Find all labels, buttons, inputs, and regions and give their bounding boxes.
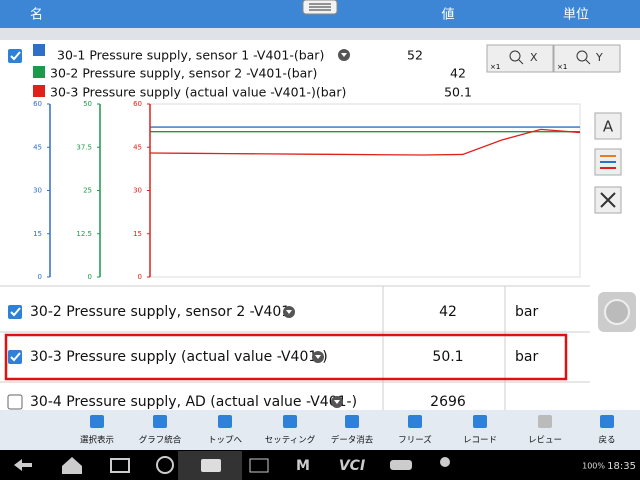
- checkbox[interactable]: [8, 49, 22, 63]
- dropdown[interactable]: [331, 396, 343, 408]
- browser-icon[interactable]: [156, 456, 174, 474]
- row-unit: bar: [515, 349, 538, 365]
- legend-value: 42: [450, 66, 466, 81]
- checkbox[interactable]: [7, 394, 23, 410]
- app-icon[interactable]: [249, 458, 269, 473]
- toolbar-icon[interactable]: [473, 415, 487, 428]
- back-icon[interactable]: [14, 459, 32, 471]
- zoom-label: X: [530, 51, 538, 64]
- row-value: 50.1: [432, 349, 463, 365]
- col-unit: 単位: [563, 7, 589, 23]
- legend-swatch: [33, 66, 45, 78]
- checkbox[interactable]: [8, 350, 22, 364]
- row-label: 30-3 Pressure supply (actual value -V401…: [30, 349, 328, 365]
- assist-button[interactable]: [598, 292, 636, 332]
- toolbar-label: レビュー: [528, 436, 562, 446]
- vci-logo[interactable]: VCI: [339, 458, 365, 474]
- clock: 18:35: [607, 461, 636, 472]
- user-icon[interactable]: [440, 457, 450, 467]
- toolbar-label: トップへ: [208, 436, 243, 446]
- home-icon[interactable]: [62, 457, 82, 474]
- battery: 100%: [582, 462, 605, 471]
- y-tick-label: 30: [33, 187, 42, 195]
- y-tick-label: 15: [133, 230, 142, 238]
- col-value: 値: [441, 7, 454, 23]
- plot: 0 15 30 45 60 0 12.5 25 37.5 50 0 15 30 45 60: [33, 100, 581, 281]
- highlight: [4, 333, 568, 381]
- car-icon[interactable]: [390, 460, 412, 470]
- fit-button[interactable]: [594, 186, 622, 214]
- toolbar-label: データ消去: [331, 435, 374, 446]
- toolbar-label: フリーズ: [398, 435, 432, 446]
- row-value: 42: [439, 304, 457, 320]
- font-icon: A: [603, 118, 614, 136]
- toolbar-icon[interactable]: [283, 415, 297, 428]
- zoom-factor: ×1: [557, 63, 567, 71]
- series-line: [149, 128, 581, 156]
- nav-bar: [0, 450, 640, 480]
- legend-label: 30-2 Pressure supply, sensor 2 -V401-(ba…: [50, 66, 317, 81]
- toolbar-label: セッティング: [265, 435, 316, 446]
- row-unit: bar: [515, 304, 538, 320]
- dropdown[interactable]: [312, 351, 324, 363]
- gap: [0, 28, 640, 40]
- toolbar-label: レコード: [463, 436, 497, 446]
- toolbar-label: 戻る: [598, 435, 615, 446]
- y-tick-label: 30: [133, 187, 142, 195]
- row-value: 2696: [430, 394, 466, 410]
- toolbar-label: グラフ統合: [139, 435, 182, 446]
- y-tick-label: 0: [38, 273, 42, 281]
- toolbar-icon[interactable]: [538, 415, 552, 428]
- checkbox[interactable]: [8, 305, 22, 319]
- legend-value: 50.1: [444, 85, 472, 100]
- dropdown[interactable]: [283, 306, 295, 318]
- toolbar: [0, 410, 640, 450]
- camera-icon[interactable]: [201, 459, 221, 472]
- drag-handle[interactable]: [302, 0, 338, 15]
- row-label: 30-2 Pressure supply, sensor 2 -V401-: [30, 304, 295, 320]
- y-tick-label: 15: [33, 230, 42, 238]
- toolbar-icon[interactable]: [153, 415, 167, 428]
- toolbar-icon[interactable]: [408, 415, 422, 428]
- y-tick-label: 0: [138, 273, 142, 281]
- line-style-button[interactable]: [594, 148, 622, 176]
- col-name: 名: [30, 7, 43, 23]
- graph-panel: [0, 40, 640, 286]
- toolbar-icon[interactable]: [600, 415, 614, 428]
- legend-swatch: [33, 44, 45, 56]
- row-label: 30-4 Pressure supply, AD (actual value -…: [30, 394, 357, 410]
- recent-icon[interactable]: [110, 458, 130, 473]
- toolbar-icon[interactable]: [90, 415, 104, 428]
- toolbar-items: 選択表示 グラフ統合 トップへ セッティング データ消去 フリーズ レコード レビュー 戻る: [80, 415, 616, 446]
- zoom-y-button[interactable]: ×1 Y: [553, 44, 621, 73]
- legend-swatch: [33, 85, 45, 97]
- brand-logo[interactable]: M: [296, 458, 310, 474]
- y-tick-label: 37.5: [76, 143, 92, 151]
- y-tick-label: 50: [83, 100, 92, 108]
- legend-label: 30-1 Pressure supply, sensor 1 -V401-(ba…: [57, 48, 324, 63]
- y-tick-label: 25: [83, 187, 92, 195]
- y-tick-label: 45: [33, 143, 42, 151]
- y-tick-label: 60: [133, 100, 142, 108]
- toolbar-label: 選択表示: [80, 435, 114, 446]
- dropdown[interactable]: [338, 49, 350, 61]
- y-tick-label: 60: [33, 100, 42, 108]
- zoom-factor: ×1: [490, 63, 500, 71]
- zoom-label: Y: [595, 51, 603, 64]
- zoom-x-button[interactable]: ×1 X: [486, 44, 554, 73]
- y-tick-label: 12.5: [76, 230, 92, 238]
- y-tick-label: 45: [133, 143, 142, 151]
- y-tick-label: 0: [88, 273, 92, 281]
- list: [0, 286, 640, 410]
- toolbar-icon[interactable]: [345, 415, 359, 428]
- toolbar-icon[interactable]: [218, 415, 232, 428]
- font-button[interactable]: A: [594, 112, 622, 140]
- legend-label: 30-3 Pressure supply (actual value -V401…: [50, 85, 346, 100]
- legend-value: 52: [407, 48, 423, 63]
